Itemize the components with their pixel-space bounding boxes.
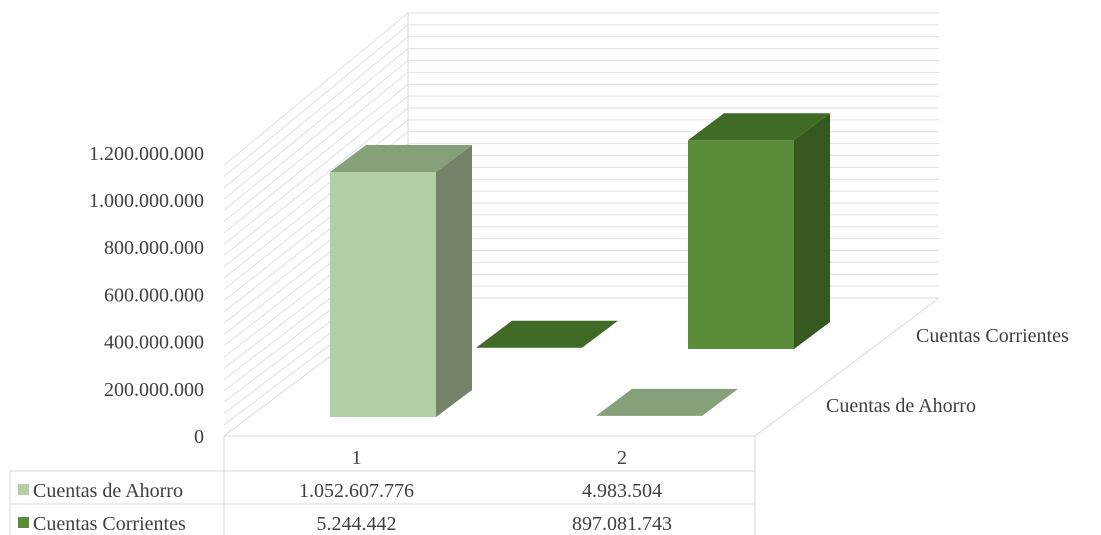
side-wall-gridline bbox=[223, 95, 409, 245]
bar-top-face bbox=[330, 145, 472, 172]
side-wall-gridline bbox=[223, 12, 409, 166]
legend-key bbox=[18, 484, 29, 495]
legend-key bbox=[18, 517, 29, 528]
y-tick-label: 0 bbox=[194, 426, 204, 448]
category-label: 1 bbox=[352, 447, 362, 469]
side-wall-gridline bbox=[223, 71, 409, 223]
data-table: 1 2 Cuentas de Ahorro 1.052.607.776 4.983.50… bbox=[9, 435, 756, 535]
data-table-value: 5.244.442 bbox=[317, 513, 397, 535]
legend-label: Cuentas de Ahorro bbox=[33, 480, 183, 502]
legend-label: Cuentas Corrientes bbox=[33, 513, 186, 535]
bar-cuentas-corrientes-2 bbox=[688, 113, 830, 350]
side-wall-gridline bbox=[223, 24, 409, 177]
bar-front-face bbox=[330, 172, 436, 417]
bar-top-face bbox=[596, 388, 738, 416]
y-tick-label: 1.000.000.000 bbox=[89, 190, 204, 212]
y-tick-label: 600.000.000 bbox=[104, 284, 204, 306]
bar-cuentas-corrientes-1 bbox=[476, 320, 618, 348]
side-wall-gridline bbox=[223, 60, 409, 211]
y-axis-tick-labels: 0 200.000.000 400.000.000 600.000.000 800.00… bbox=[89, 143, 204, 448]
side-wall-gridline bbox=[223, 119, 409, 268]
floor-right-edge bbox=[754, 297, 940, 437]
side-wall-gridline bbox=[223, 107, 409, 256]
y-tick-label: 1.200.000.000 bbox=[89, 143, 204, 165]
series-depth-label: Cuentas Corrientes bbox=[916, 325, 1069, 347]
bar-cuentas-de-ahorro-2 bbox=[596, 388, 738, 416]
side-wall-gridline bbox=[223, 48, 409, 200]
data-table-value: 4.983.504 bbox=[582, 480, 662, 502]
data-table-value: 897.081.743 bbox=[572, 513, 672, 535]
y-tick-label: 800.000.000 bbox=[104, 237, 204, 259]
bar-side-face bbox=[794, 113, 830, 350]
bar-side-face bbox=[436, 145, 472, 417]
y-tick-label: 400.000.000 bbox=[104, 332, 204, 354]
side-wall-gridline bbox=[223, 83, 409, 234]
bar-top-face bbox=[688, 113, 830, 141]
data-table-value: 1.052.607.776 bbox=[299, 480, 414, 502]
series-depth-label: Cuentas de Ahorro bbox=[826, 395, 976, 417]
category-label: 2 bbox=[617, 447, 627, 469]
series-depth-labels: Cuentas de Ahorro Cuentas Corrientes bbox=[826, 325, 1069, 417]
bar-top-face bbox=[476, 320, 618, 348]
bar-cuentas-de-ahorro-1 bbox=[330, 145, 472, 417]
bar-front-face bbox=[688, 140, 794, 349]
y-tick-label: 200.000.000 bbox=[104, 379, 204, 401]
bars bbox=[330, 113, 830, 417]
side-wall-gridline bbox=[223, 36, 409, 189]
